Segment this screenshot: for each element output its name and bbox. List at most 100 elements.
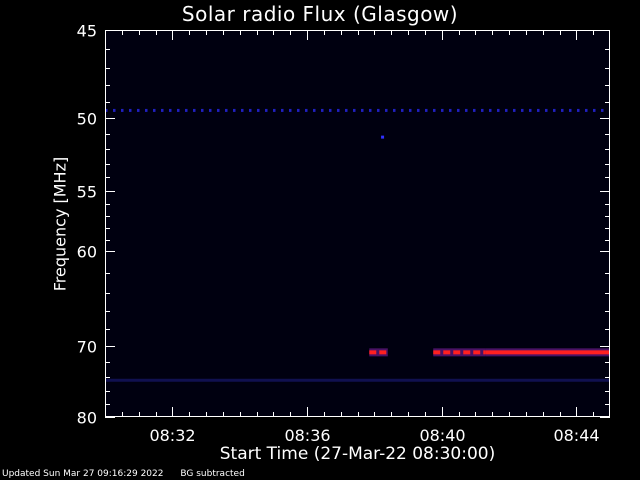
feature-segment — [401, 108, 404, 112]
feature-segment — [329, 108, 332, 112]
x-axis-label: Start Time (27-Mar-22 08:30:00) — [219, 444, 496, 464]
feature-segment — [457, 108, 460, 112]
emission-features — [105, 108, 610, 382]
feature-segment — [345, 108, 348, 112]
feature-persistent-band-49.5MHz — [105, 108, 610, 112]
feature-segment — [249, 108, 252, 112]
feature-segment — [209, 108, 212, 112]
y-tick-label: 55 — [77, 183, 97, 202]
feature-segment — [569, 108, 572, 112]
feature-segment — [361, 108, 364, 112]
feature-segment — [473, 108, 476, 112]
feature-segment — [577, 108, 580, 112]
feature-segment — [185, 108, 188, 112]
feature-segment — [353, 108, 356, 112]
feature-segment — [443, 350, 451, 355]
feature-segment — [473, 350, 481, 355]
feature-segment — [463, 350, 471, 355]
plot-background — [105, 30, 610, 417]
feature-faint-band-74MHz — [105, 378, 610, 382]
feature-segment — [153, 108, 156, 112]
x-tick-label: 08:36 — [284, 426, 330, 445]
feature-segment — [505, 108, 508, 112]
y-tick-label: 70 — [77, 338, 97, 357]
feature-segment — [337, 108, 340, 112]
feature-segment — [217, 108, 220, 112]
feature-segment — [381, 135, 385, 139]
feature-segment — [281, 108, 284, 112]
feature-segment — [369, 350, 377, 355]
feature-segment — [441, 108, 444, 112]
feature-segment — [257, 108, 260, 112]
feature-segment — [433, 108, 436, 112]
feature-segment — [377, 108, 380, 112]
feature-segment — [453, 350, 461, 355]
feature-segment — [481, 108, 484, 112]
y-tick-label: 80 — [77, 409, 97, 428]
x-tick-label: 08:40 — [419, 426, 465, 445]
feature-segment — [529, 108, 532, 112]
feature-segment — [521, 108, 524, 112]
feature-burst-70.8MHz-c — [485, 348, 610, 357]
feature-segment — [193, 108, 196, 112]
feature-segment — [465, 108, 468, 112]
x-tick-label: 08:44 — [553, 426, 599, 445]
chart-title: Solar radio Flux (Glasgow) — [181, 2, 459, 26]
feature-segment — [561, 108, 564, 112]
feature-segment — [241, 108, 244, 112]
feature-segment — [497, 108, 500, 112]
axis-ticks — [105, 30, 610, 418]
feature-segment — [449, 108, 452, 112]
y-tick-label: 45 — [77, 22, 97, 41]
feature-segment — [313, 108, 316, 112]
feature-segment — [113, 108, 116, 112]
feature-segment — [385, 108, 388, 112]
feature-segment — [485, 350, 610, 355]
feature-segment — [393, 108, 396, 112]
feature-segment — [379, 350, 387, 355]
feature-segment — [137, 108, 140, 112]
feature-segment — [489, 108, 492, 112]
feature-segment — [483, 350, 486, 355]
footer: Updated Sun Mar 27 09:16:29 2022 BG subt… — [2, 469, 259, 479]
feature-segment — [145, 108, 148, 112]
feature-segment — [601, 108, 604, 112]
feature-burst-70.8MHz-a — [369, 348, 388, 357]
feature-segment — [169, 108, 172, 112]
feature-segment — [585, 108, 588, 112]
feature-segment — [233, 108, 236, 112]
feature-segment — [297, 108, 300, 112]
feature-segment — [305, 108, 308, 112]
feature-segment — [537, 108, 540, 112]
y-tick-label: 60 — [77, 243, 97, 262]
updated-timestamp: Updated Sun Mar 27 09:16:29 2022 — [2, 469, 164, 479]
feature-segment — [105, 108, 108, 112]
burst-glow — [369, 348, 388, 357]
background-note: BG subtracted — [180, 469, 245, 479]
feature-segment — [369, 108, 372, 112]
feature-segment — [593, 108, 596, 112]
feature-segment — [129, 108, 132, 112]
x-tick-label: 08:32 — [149, 426, 195, 445]
feature-segment — [273, 108, 276, 112]
tick-labels: 45 50 55 60 70 80 08:32 08:36 08:40 08:44 — [77, 22, 600, 446]
feature-segment — [265, 108, 268, 112]
feature-segment — [121, 108, 124, 112]
feature-segment — [409, 108, 412, 112]
feature-segment — [105, 378, 610, 382]
feature-segment — [201, 108, 204, 112]
feature-segment — [177, 108, 180, 112]
y-tick-label: 50 — [77, 110, 97, 129]
feature-segment — [161, 108, 164, 112]
feature-burst-70.8MHz-b — [433, 348, 486, 357]
feature-spot-51MHz — [381, 135, 385, 139]
feature-segment — [417, 108, 420, 112]
feature-segment — [289, 108, 292, 112]
feature-segment — [425, 108, 428, 112]
plot-frame — [105, 30, 610, 417]
feature-segment — [225, 108, 228, 112]
feature-segment — [545, 108, 548, 112]
feature-segment — [513, 108, 516, 112]
feature-segment — [553, 108, 556, 112]
